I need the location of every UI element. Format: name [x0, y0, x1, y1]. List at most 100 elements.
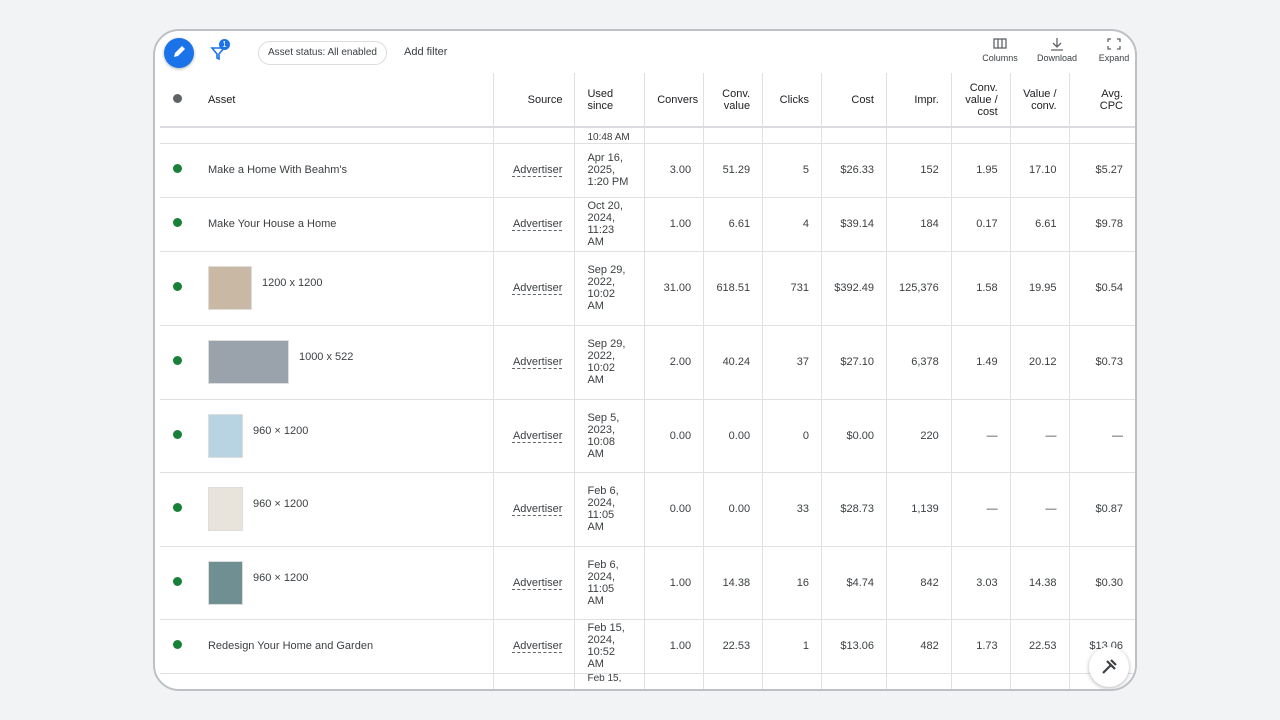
cell: Feb 6, 2024, 11:05 AM: [574, 472, 645, 547]
cell: 618.51: [703, 251, 763, 326]
cell: 10:48 AM: [574, 127, 645, 144]
filter-button[interactable]: 1: [209, 39, 233, 65]
cell-text: 4: [802, 218, 810, 230]
cell: 17.10: [1009, 143, 1070, 198]
cell-text: 0.00: [669, 429, 692, 442]
cell: —: [1068, 399, 1135, 473]
asset-row: 960 × 1200 Advertiser Feb 6, 2024, 11:05 A…: [160, 472, 1135, 547]
cell: Advertiser: [492, 546, 575, 620]
cell: $28.73: [821, 472, 887, 547]
filter-chip[interactable]: Asset status: All enabled: [258, 41, 387, 65]
cell: 1.58: [950, 251, 1011, 326]
cell-text: Apr 16, 2025, 1:20 PM: [587, 152, 629, 188]
cell: $0.54: [1068, 251, 1135, 326]
cell-text: —: [1045, 429, 1057, 442]
partial-date: Feb 15,: [587, 673, 622, 684]
cell: 2.00: [644, 325, 704, 400]
cell-text: $5.27: [1095, 164, 1123, 176]
cell: Feb 15, 2024, 10:52 AM: [574, 619, 645, 674]
cell-text: —: [986, 503, 998, 515]
cell: Advertiser: [492, 143, 575, 198]
cell-text: 14.38: [1029, 576, 1057, 589]
cell: 1.00: [644, 619, 704, 674]
expand-icon: [1107, 38, 1121, 50]
status-header: [160, 73, 196, 128]
cell-text: 1000 x 522: [298, 351, 354, 363]
cell-text: 220: [920, 429, 939, 442]
status-dot: [173, 640, 183, 649]
cell: Sep 29, 2022, 10:02 AM: [574, 325, 645, 400]
source-link: Advertiser: [512, 640, 563, 652]
download-button[interactable]: Download: [1032, 37, 1082, 63]
asset-thumbnail: [207, 266, 252, 310]
cell: $5.27: [1068, 143, 1135, 198]
column-header: Impr.: [886, 73, 952, 128]
cell-text: 2.00: [669, 356, 692, 368]
cell-text: Make a Home With Beahm's: [207, 164, 347, 177]
status-cell: [160, 251, 196, 326]
cell-text: —: [986, 429, 998, 442]
pencil-icon: [174, 46, 185, 57]
cell-text: 1.00: [669, 576, 692, 589]
cell-text: —: [1112, 429, 1123, 442]
cell: 1.73: [950, 619, 1011, 674]
cell: —: [1009, 472, 1070, 547]
table-panel: 1 Asset status: All enabled Add filter C…: [153, 29, 1137, 691]
cell: 16: [762, 546, 822, 620]
cell: [762, 127, 822, 144]
cell-text: 6,378: [911, 356, 939, 368]
cell: 14.38: [1009, 546, 1070, 620]
cell-text: 960 × 1200: [252, 424, 309, 437]
cell: $0.30: [1068, 546, 1135, 620]
source-link: Advertiser: [512, 218, 563, 230]
cell-text: $9.78: [1095, 218, 1123, 230]
cell-text: 1.58: [976, 282, 998, 294]
cell: 6.61: [1009, 197, 1070, 252]
help-fab[interactable]: [1089, 647, 1129, 687]
cell-text: $0.54: [1095, 282, 1123, 294]
cell: 0.00: [644, 399, 704, 473]
cell-text: 1.95: [976, 164, 998, 176]
cell: $4.74: [821, 546, 887, 620]
column-header: Convers: [644, 73, 704, 128]
cell: 0.00: [703, 399, 763, 473]
edit-button[interactable]: [164, 38, 194, 68]
status-dot: [173, 164, 183, 173]
cell-text: 482: [920, 640, 939, 652]
column-header: Conv. value: [703, 73, 763, 128]
cell: Advertiser: [492, 197, 575, 252]
columns-button[interactable]: Columns: [975, 37, 1025, 63]
cell: $0.73: [1068, 325, 1135, 400]
cell-text: $27.10: [840, 356, 874, 368]
status-dot: [173, 282, 183, 291]
cell: 960 × 1200: [195, 546, 494, 620]
status-dot: [173, 356, 183, 365]
asset-row: 960 × 1200 Advertiser Sep 5, 2023, 10:08 A…: [160, 399, 1135, 473]
cell-text: 618.51: [716, 282, 751, 294]
action-label: Download: [1036, 53, 1078, 63]
cell: 125,376: [886, 251, 952, 326]
cell: Feb 6, 2024, 11:05 AM: [574, 546, 645, 620]
cell: [195, 127, 494, 144]
expand-button[interactable]: Expand: [1089, 37, 1135, 63]
cell: [703, 127, 763, 144]
cell: 842: [886, 546, 952, 620]
cell-text: 6.61: [1035, 218, 1057, 230]
cell: 19.95: [1009, 251, 1070, 326]
cell-text: Sep 5, 2023, 10:08 AM: [587, 411, 620, 460]
cell-text: 1.00: [669, 218, 692, 230]
column-header: Cost: [821, 73, 887, 128]
toolbar-actions: Columns Download Expand: [975, 37, 1135, 63]
cell-text: 125,376: [899, 282, 939, 294]
columns-icon: [993, 38, 1007, 49]
status-cell: [160, 399, 196, 473]
status-dot: [173, 429, 183, 439]
cell: 37: [762, 325, 822, 400]
cell: [644, 127, 704, 144]
add-filter[interactable]: Add filter: [404, 46, 448, 58]
action-label: Columns: [982, 53, 1018, 63]
cell: 1200 x 1200: [195, 251, 494, 326]
cell-text: Feb 15, 2024, 10:52 AM: [587, 622, 625, 670]
cell: 5: [762, 143, 822, 198]
